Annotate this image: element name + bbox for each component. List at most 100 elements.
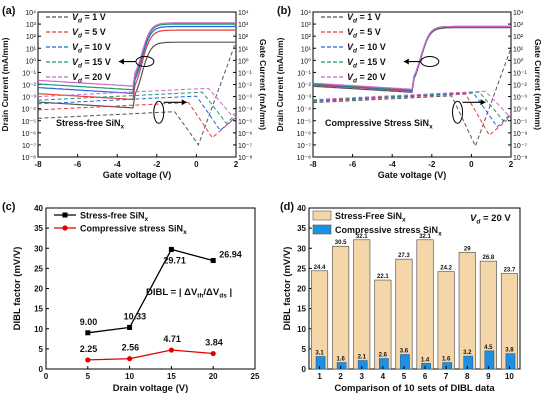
y-tick-label: 10	[297, 325, 306, 334]
legend-label-main: Compressive stress SiN	[335, 225, 438, 235]
x-axis-label: Gate voltage (V)	[378, 170, 447, 180]
y-tick-label-right: 10⁰	[238, 57, 249, 65]
data-label: 4.71	[163, 334, 181, 344]
x-tick-label: 2	[509, 160, 514, 169]
dibl-formula-part: /ΔV	[203, 287, 219, 298]
bar-label: 3.8	[505, 348, 514, 354]
y-tick-label-right: 10⁻⁴	[513, 107, 528, 114]
legend-label: Vd = 1 V	[347, 12, 381, 25]
drain-current-series	[37, 25, 236, 95]
gate-current-series	[312, 92, 512, 128]
x-axis-label: Comparison of 10 sets of DIBL data	[334, 383, 495, 394]
legend-label-part: = 20 V	[82, 72, 111, 82]
annotation-main: Compressive Stress SiN	[325, 118, 429, 128]
drain-current-series	[312, 25, 511, 91]
legend-label-sub: x	[402, 217, 406, 224]
legend-label-main: Compressive stress SiN	[80, 224, 183, 234]
data-label: 2.56	[122, 343, 140, 353]
y-tick-label: 10⁻⁴	[297, 107, 312, 114]
data-point	[85, 330, 91, 336]
y-tick-label-right: 10¹	[513, 46, 524, 53]
y-tick-label-right: 10⁻²	[513, 83, 527, 90]
bar-compressive	[463, 355, 474, 370]
legend-label-part: V	[72, 57, 79, 67]
x-tick-label: 9	[486, 372, 491, 381]
y-tick-label: 5	[302, 345, 307, 354]
data-point	[210, 258, 216, 264]
gate-current-series	[37, 41, 237, 146]
x-tick-label: 5	[402, 372, 407, 381]
x-tick-label: -6	[349, 160, 357, 169]
bar-label: 1.4	[421, 357, 430, 363]
panel-d: (d)051015202530354024.43.1130.51.6232.12…	[280, 201, 521, 394]
x-tick-label: -4	[389, 160, 397, 169]
drain-current-series	[312, 25, 511, 92]
y-tick-label-right: 10⁻¹	[238, 70, 252, 77]
y-tick-label: 0	[302, 365, 307, 374]
y-tick-label: 10³	[26, 22, 37, 29]
legend-marker	[62, 225, 68, 231]
y-tick-label-right: 10⁴	[238, 10, 249, 17]
x-tick-label: -6	[74, 160, 82, 169]
x-tick-label: 10	[505, 372, 514, 381]
legend-label-main: Stress-free SiN	[80, 211, 145, 221]
annotation-sub: x	[121, 124, 125, 131]
y-tick-label: 10⁻³	[22, 95, 36, 102]
arrow-right-head	[181, 99, 187, 106]
x-tick-label: 2	[338, 372, 343, 381]
y-tick-label: 10⁻²	[22, 83, 36, 90]
x-tick-label: -8	[34, 160, 42, 169]
vd-note: Vd = 20 V	[470, 213, 511, 226]
y-tick-label: 10	[34, 325, 43, 334]
y-tick-label: 10⁻⁵	[22, 119, 36, 126]
y-tick-label: 15	[297, 305, 306, 314]
legend-label-sub: x	[183, 229, 187, 236]
y-tick-label: 15	[34, 305, 43, 314]
gate-current-series	[37, 101, 237, 139]
bar-label: 24.4	[314, 265, 326, 271]
data-label: 3.84	[205, 338, 223, 348]
legend-label-part: d	[78, 63, 83, 70]
bar-stress-free	[437, 271, 455, 370]
legend-label-part: = 15 V	[82, 57, 111, 67]
y-tick-label: 40	[297, 204, 306, 213]
data-label: 29.71	[163, 255, 186, 265]
y-tick-label-right: 10²	[238, 34, 249, 41]
curve-marker-ellipse	[153, 100, 165, 124]
annotation-main: Stress-free SiN	[56, 118, 121, 128]
y-tick-label: 10⁻⁷	[22, 143, 36, 150]
gate-current-series	[312, 90, 512, 117]
y-tick-label-right: 10⁻⁵	[513, 119, 527, 126]
x-tick-label: 10	[125, 372, 134, 381]
series-line	[87, 349, 214, 361]
legend-label-part: d	[353, 78, 358, 85]
legend-label-part: V	[347, 27, 354, 37]
y-tick-label-right: 10⁻³	[513, 95, 527, 102]
dibl-formula-part: |	[227, 287, 232, 298]
y-tick-label: 10⁻¹	[297, 70, 311, 77]
bar-compressive	[357, 360, 368, 370]
legend-label-part: d	[78, 33, 83, 40]
panel-a: (a) 10⁴ 10⁴ 10³ 10³ 10² 10² 10¹ 10¹ 10⁰ 10⁰ 10⁻¹ 10⁻…	[0, 5, 268, 180]
data-point	[168, 246, 174, 252]
arrow-left-head	[118, 58, 124, 65]
bar-compressive	[505, 353, 516, 370]
legend-label-part: V	[347, 72, 354, 82]
legend-label: Vd = 10 V	[347, 42, 386, 55]
y-tick-label: 40	[34, 204, 43, 213]
y-tick-label: 10⁻⁴	[22, 107, 37, 114]
legend-label: Vd = 15 V	[72, 57, 111, 70]
y-tick-label: 20	[34, 285, 43, 294]
y-axis-label: Drain Current (mA/mm)	[0, 37, 10, 131]
drain-current-series	[312, 25, 511, 92]
bar-label: 2.1	[358, 355, 367, 361]
legend-label: Stress-free SiNx	[80, 211, 149, 224]
x-tick-label: -4	[114, 160, 122, 169]
y-axis-label-right: Gate Current (mA/mm)	[533, 39, 543, 130]
x-tick-label: 5	[86, 372, 91, 381]
legend-label-part: d	[78, 78, 83, 85]
gate-current-series	[312, 93, 512, 136]
bar-label: 1.6	[442, 357, 451, 363]
bar-label: 27.3	[398, 253, 410, 259]
